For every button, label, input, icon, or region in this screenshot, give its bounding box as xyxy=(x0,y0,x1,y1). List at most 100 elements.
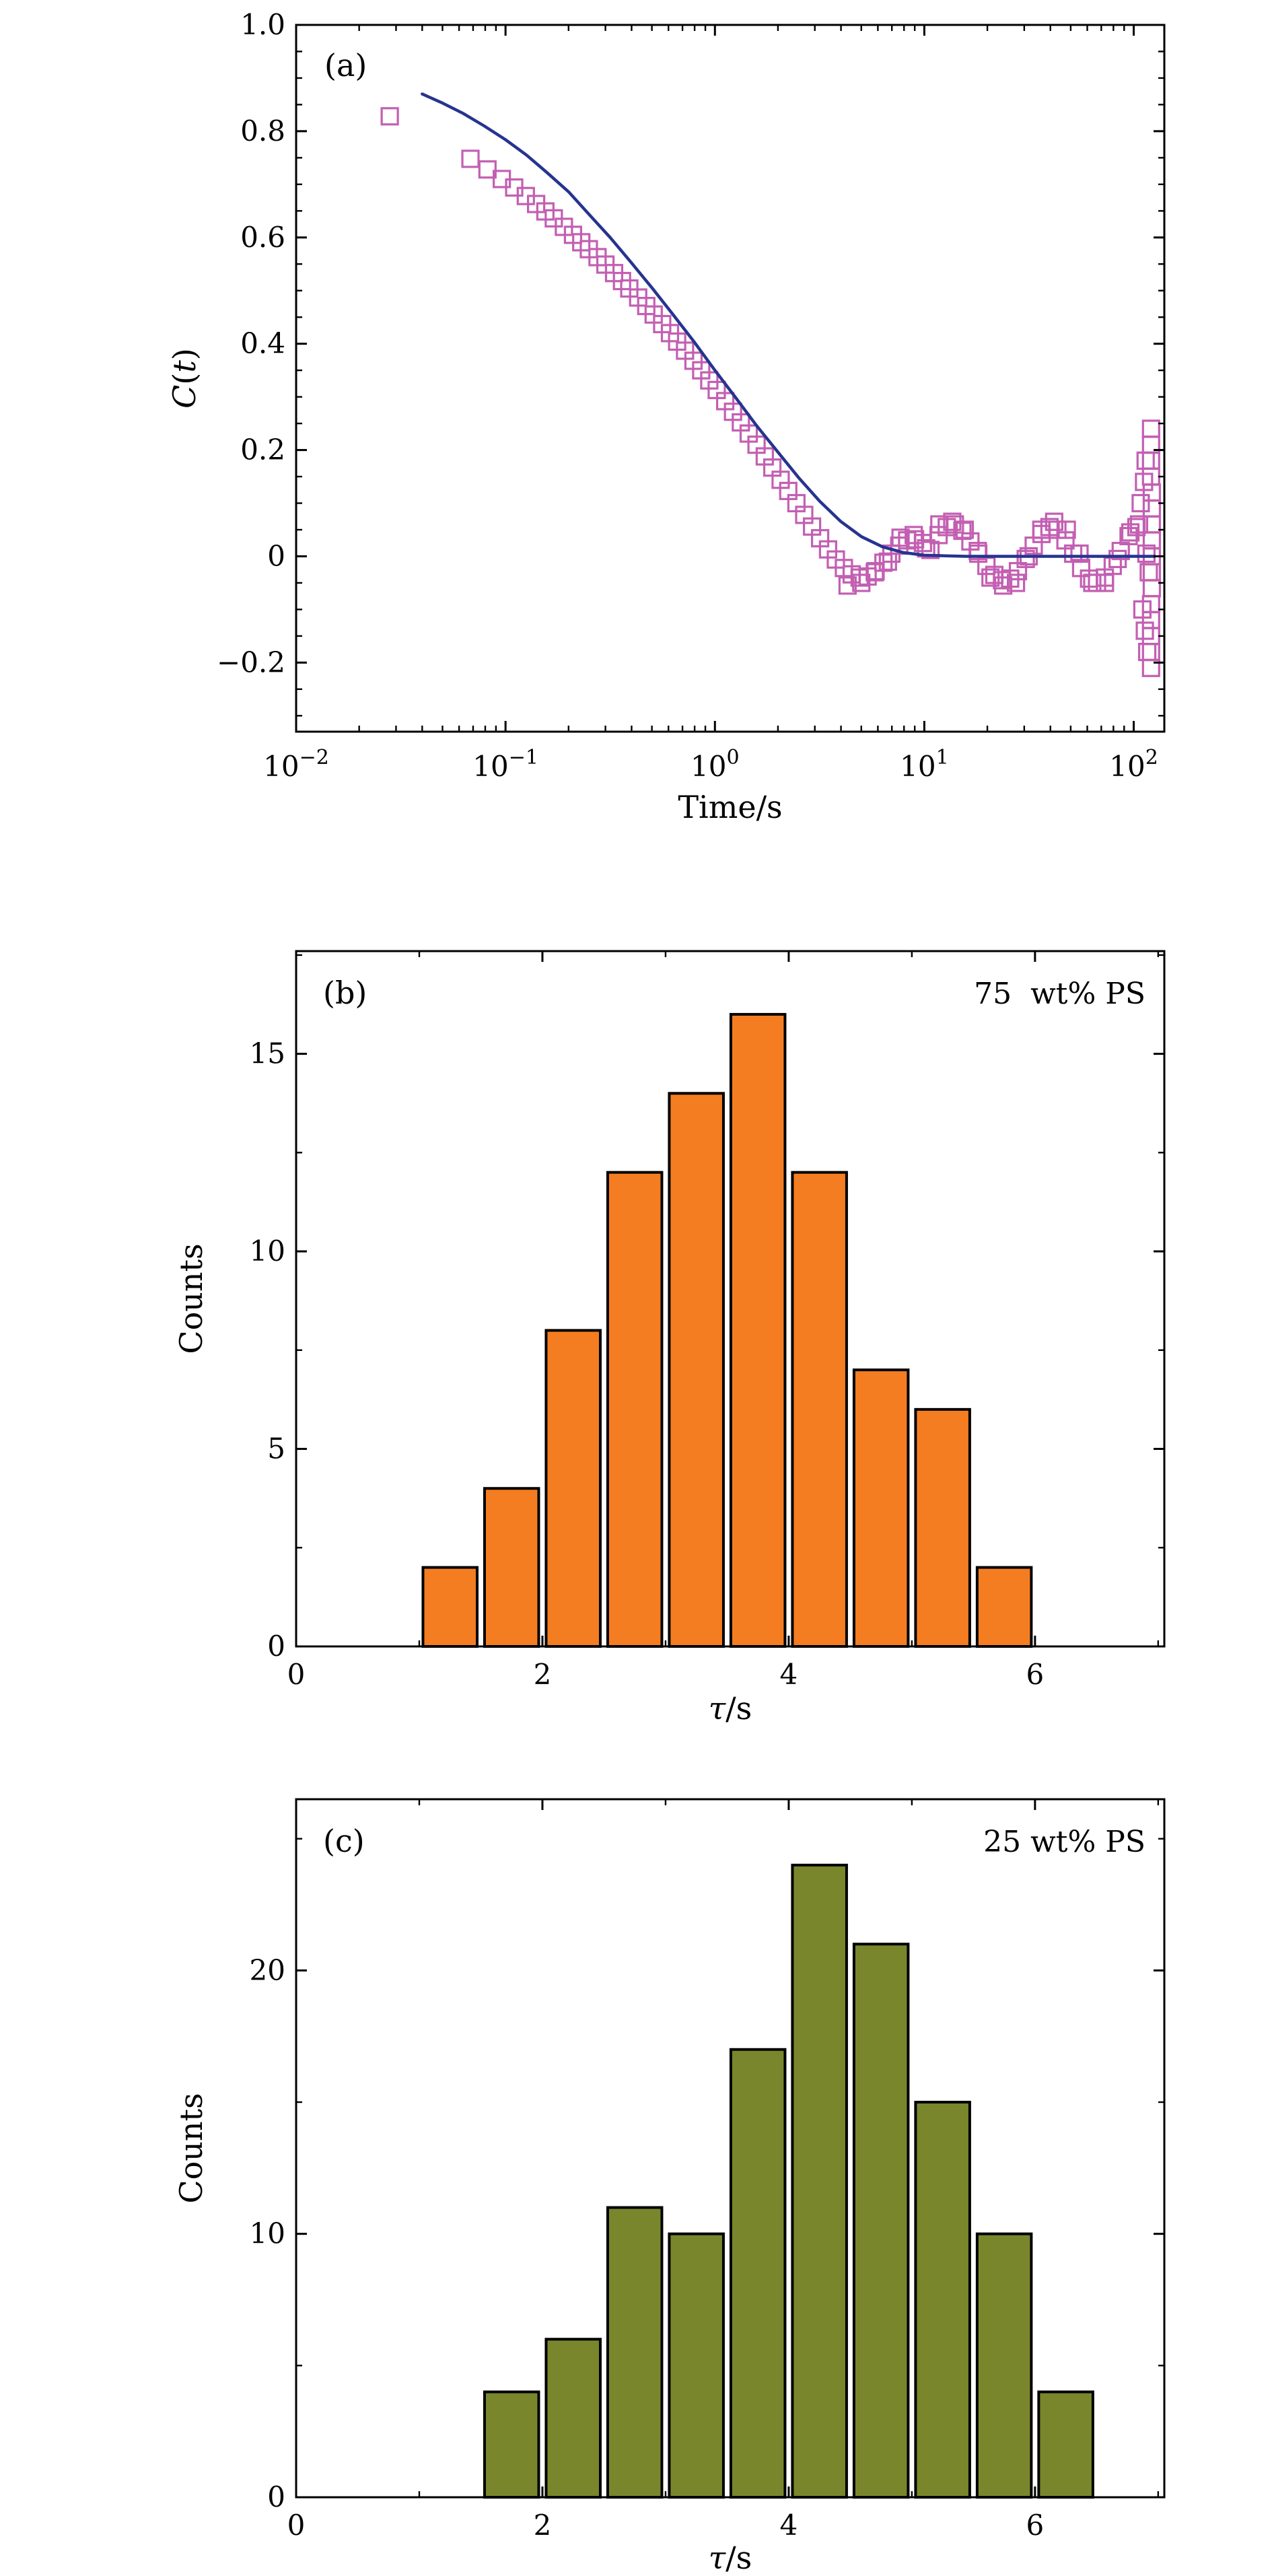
histogram-25wt-ps: 0 2 4 6 0 10 20 (c) 25 wt% PS τ/s Counts xyxy=(173,1798,1166,2576)
scatter-marker xyxy=(1137,544,1156,563)
bar xyxy=(544,2338,602,2499)
scatter-marker xyxy=(461,149,480,168)
y-axis-label: Counts xyxy=(173,2093,209,2203)
bar xyxy=(975,2232,1033,2499)
correlation-function-plot: 10−2 10−1 100 101 102 −0.2 0 0.2 0.4 0.6 0.8 1.0 (a)… xyxy=(166,8,1166,825)
scatter-marker xyxy=(1141,627,1160,646)
scatter-marker xyxy=(1006,573,1026,592)
y-tick-label: 15 xyxy=(250,1037,285,1070)
scatter-marker xyxy=(905,526,923,545)
scatter-marker xyxy=(1142,499,1162,518)
bar xyxy=(791,1171,848,1648)
x-tick-label: 4 xyxy=(780,1658,798,1691)
scatter-marker xyxy=(1096,573,1115,592)
x-axis-label: τ/s xyxy=(709,2540,752,2576)
panel-label: (c) xyxy=(323,1823,365,1859)
scatter-marker xyxy=(852,573,871,592)
bar-series xyxy=(483,1863,1094,2499)
bar xyxy=(852,1943,910,2499)
bar xyxy=(729,2048,787,2499)
scatter-marker xyxy=(380,107,399,126)
y-tick-label: 10 xyxy=(250,1234,285,1267)
bar xyxy=(544,1329,602,1648)
bar xyxy=(606,2206,664,2499)
bar xyxy=(668,2232,725,2499)
scatter-marker xyxy=(930,515,949,534)
bar xyxy=(975,1566,1033,1648)
bar xyxy=(729,1012,787,1648)
x-tick-label: 6 xyxy=(1026,2509,1045,2542)
y-axis-label: C(t) xyxy=(166,348,203,409)
histogram-75wt-ps: 0 2 4 6 0 5 10 15 (b) 75 wt% PS τ/s Counts xyxy=(173,950,1166,1727)
scatter-marker xyxy=(1070,544,1089,563)
scatter-marker xyxy=(1141,658,1160,677)
scatter-marker xyxy=(865,563,884,582)
axes-frame xyxy=(295,24,1166,733)
annotation: 75 wt% PS xyxy=(974,977,1145,1011)
scatter-marker xyxy=(1137,642,1157,662)
scatter-marker xyxy=(1083,573,1102,592)
x-tick-label: 102 xyxy=(1109,746,1158,783)
x-tick-label: 6 xyxy=(1026,1658,1045,1691)
scatter-marker xyxy=(993,576,1013,595)
bar xyxy=(914,1407,971,1648)
y-tick-label: 5 xyxy=(267,1432,285,1465)
x-tick-label: 0 xyxy=(287,1658,306,1691)
scatter-marker xyxy=(1135,621,1154,640)
bar xyxy=(606,1171,664,1648)
x-tick-label: 2 xyxy=(534,1658,552,1691)
y-tick-label: 0.2 xyxy=(240,433,285,466)
bar-series xyxy=(421,1012,1033,1648)
bar xyxy=(791,1863,848,2499)
scatter-marker xyxy=(1136,451,1155,470)
y-tick-label: 1.0 xyxy=(240,8,285,41)
scatter-marker xyxy=(1141,419,1160,438)
scatter-marker xyxy=(968,541,987,561)
scatter-marker xyxy=(1108,549,1127,569)
x-tick-label: 101 xyxy=(900,746,949,783)
y-tick-label: 0.8 xyxy=(240,114,285,147)
scatter-marker xyxy=(891,528,910,547)
y-tick-label: 20 xyxy=(250,1953,285,1986)
x-tick-label: 2 xyxy=(534,2509,552,2542)
bar xyxy=(483,1487,540,1648)
annotation: 25 wt% PS xyxy=(983,1825,1145,1859)
y-tick-label: 10 xyxy=(250,2217,285,2250)
y-tick-label: 0 xyxy=(267,2480,285,2513)
bar xyxy=(914,2101,971,2499)
bar xyxy=(1037,2390,1094,2499)
y-axis-label: Counts xyxy=(173,1243,209,1354)
bar xyxy=(668,1092,725,1648)
scatter-marker xyxy=(1141,642,1160,662)
panel-label: (a) xyxy=(324,47,367,83)
y-tick-label: 0 xyxy=(267,1630,285,1663)
y-tick-label: 0.4 xyxy=(240,327,285,360)
scatter-marker xyxy=(955,520,975,539)
scatter-marker xyxy=(1057,520,1076,539)
fit-line xyxy=(421,92,1157,558)
scatter-marker xyxy=(1141,451,1160,470)
x-tick-label: 10−2 xyxy=(263,746,329,783)
y-tick-label: −0.2 xyxy=(217,646,285,678)
scatter-series xyxy=(380,107,1162,677)
scatter-marker xyxy=(878,552,897,571)
y-tick-label: 0.6 xyxy=(240,221,285,254)
bar xyxy=(483,2390,540,2499)
scatter-marker xyxy=(1129,515,1149,534)
scatter-marker xyxy=(478,160,497,179)
x-axis-label: Time/s xyxy=(678,789,782,825)
x-tick-label: 0 xyxy=(287,2509,306,2542)
scatter-marker xyxy=(838,576,857,595)
scatter-marker xyxy=(1131,493,1150,513)
x-axis-label: τ/s xyxy=(709,1690,752,1727)
panel-label: (b) xyxy=(323,975,367,1011)
axes-frame xyxy=(295,950,1166,1648)
scatter-marker xyxy=(1142,579,1162,598)
bar xyxy=(852,1368,910,1648)
x-tick-label: 100 xyxy=(691,746,740,783)
x-tick-label: 4 xyxy=(780,2509,798,2542)
x-tick-label: 10−1 xyxy=(472,746,538,783)
y-tick-label: 0 xyxy=(267,539,285,572)
axes-frame xyxy=(295,1798,1166,2499)
